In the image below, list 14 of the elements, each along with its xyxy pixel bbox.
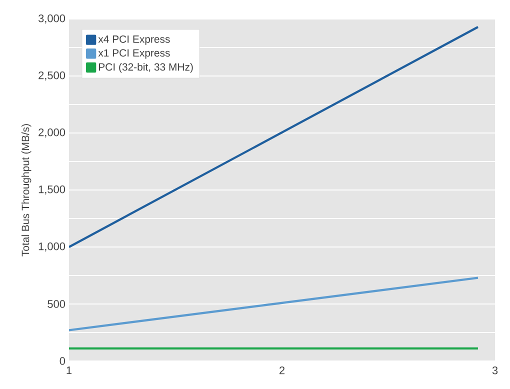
x-tick-label: 1 [66, 366, 72, 374]
y-tick-label: 3,000 [38, 14, 66, 24]
y-tick-label: 500 [48, 300, 66, 308]
y-tick-label: 0 [60, 357, 66, 365]
y-tick-label: 1,500 [38, 185, 66, 195]
legend-label: PCI (32-bit, 33 MHz) [99, 62, 193, 73]
legend-label: x4 PCI Express [98, 35, 170, 45]
y-tick-label: 1,000 [38, 242, 66, 252]
x-tick-label: 2 [280, 366, 285, 374]
legend-label: x1 PCI Express [98, 49, 170, 59]
y-tick-label: 2,000 [38, 128, 66, 138]
y-tick-label: 2,500 [38, 71, 66, 81]
x-tick-label: 3 [492, 366, 498, 374]
y-axis-title: Total Bus Throughput (MB/s) [21, 124, 32, 256]
